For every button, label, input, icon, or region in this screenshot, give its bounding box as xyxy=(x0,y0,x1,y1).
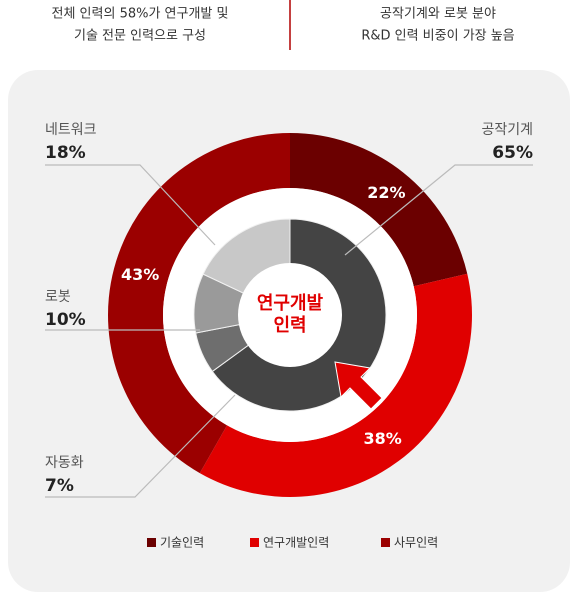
overlay: 22% 38% 43% 공작기계 65% 자동화 7% 로봇 10% 네트워크 18% 기술인력 연구개… xyxy=(45,122,533,550)
value-label: 38% xyxy=(363,429,401,448)
value-label: 10% xyxy=(45,310,86,330)
leader-line xyxy=(45,394,236,498)
chart: 연구개발인력 xyxy=(108,133,472,497)
value-label: 43% xyxy=(121,265,159,284)
center-hole xyxy=(238,263,342,367)
leader-line xyxy=(344,164,533,256)
leader-line xyxy=(45,164,216,246)
category-label: 로봇 xyxy=(45,289,71,305)
center-label: 인력 xyxy=(273,315,306,336)
legend-swatch xyxy=(147,538,156,547)
category-label: 공작기계 xyxy=(481,122,533,138)
value-label: 7% xyxy=(45,476,74,496)
category-label: 네트워크 xyxy=(45,122,97,138)
caption: 공작기계와 로봇 분야 xyxy=(380,7,496,22)
center-label: 연구개발 xyxy=(257,293,324,314)
caption: R&D 인력 비중이 가장 높음 xyxy=(361,29,514,44)
segment xyxy=(290,133,468,287)
segment xyxy=(199,273,472,497)
category-label: 자동화 xyxy=(45,455,84,471)
caption: 기술 전문 인력으로 구성 xyxy=(74,29,206,44)
caption: 전체 인력의 58%가 연구개발 및 xyxy=(52,7,229,22)
value-label: 18% xyxy=(45,143,86,163)
value-label: 22% xyxy=(367,183,405,202)
legend-label: 기술인력 xyxy=(160,536,204,550)
legend-swatch xyxy=(381,538,390,547)
value-label: 65% xyxy=(492,143,533,163)
legend-swatch xyxy=(250,538,259,547)
segment xyxy=(108,133,291,474)
legend-label: 연구개발인력 xyxy=(263,536,329,550)
legend-label: 사무인력 xyxy=(394,536,438,550)
arrow xyxy=(334,361,383,410)
